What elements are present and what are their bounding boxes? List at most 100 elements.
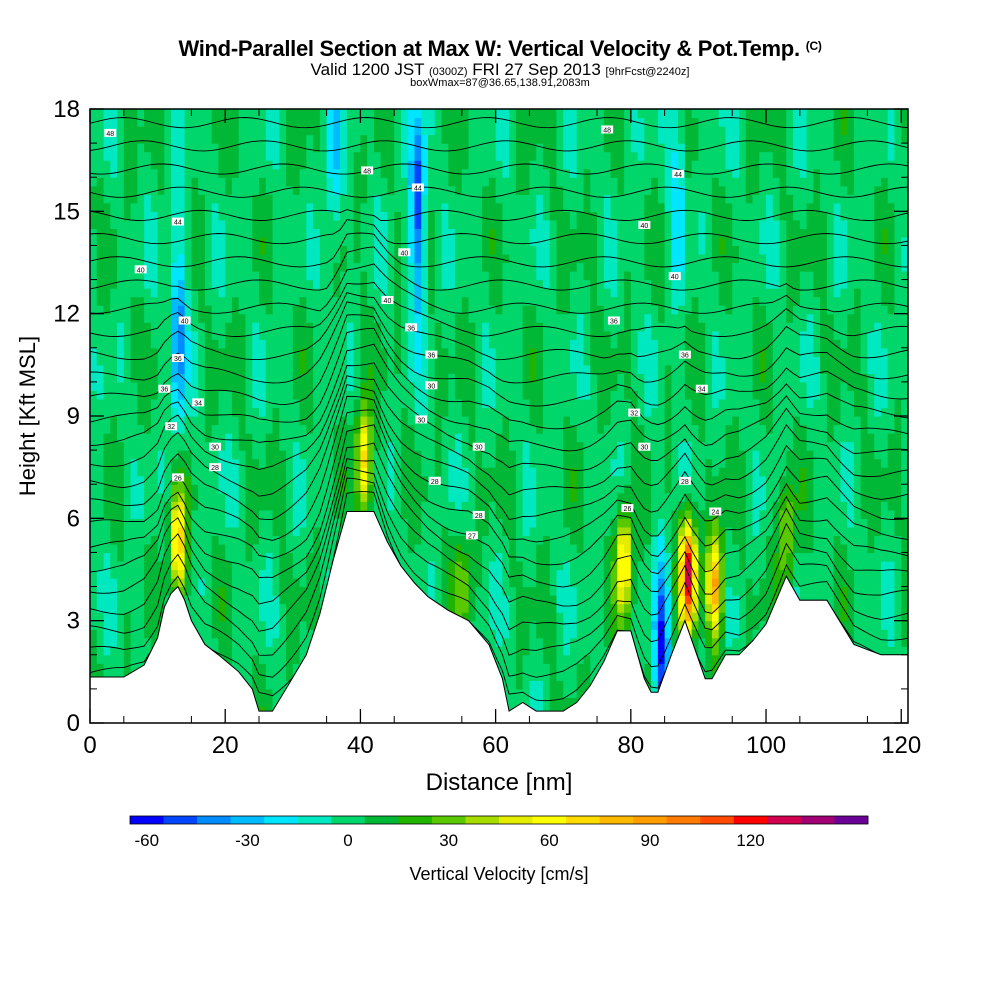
velocity-cell <box>428 279 436 289</box>
velocity-cell <box>211 535 220 545</box>
velocity-cell <box>286 603 294 613</box>
velocity-cell <box>117 509 125 519</box>
velocity-cell <box>428 518 436 528</box>
velocity-cell <box>394 364 402 374</box>
velocity-cell <box>529 416 537 426</box>
velocity-cell <box>461 296 470 306</box>
velocity-cell <box>252 151 260 161</box>
velocity-cell <box>502 288 510 298</box>
velocity-cell <box>373 134 382 144</box>
velocity-cell <box>509 288 517 298</box>
velocity-cell <box>204 236 213 247</box>
velocity-cell <box>123 211 132 221</box>
velocity-cell <box>204 424 213 434</box>
velocity-cell <box>306 245 314 255</box>
velocity-cell <box>177 390 186 400</box>
velocity-cell <box>509 185 517 195</box>
velocity-cell <box>515 612 524 622</box>
velocity-cell <box>265 271 274 281</box>
velocity-cell <box>482 569 490 579</box>
velocity-cell <box>96 526 105 536</box>
velocity-cell <box>488 177 497 187</box>
velocity-cell <box>313 160 321 170</box>
velocity-cell <box>495 612 503 622</box>
velocity-cell <box>461 228 470 238</box>
velocity-cell <box>461 109 470 119</box>
velocity-cell <box>245 279 253 289</box>
velocity-cell <box>231 134 240 144</box>
velocity-cell <box>373 458 382 468</box>
velocity-cell <box>495 603 503 613</box>
velocity-cell <box>259 697 267 707</box>
velocity-cell <box>123 578 132 588</box>
velocity-cell <box>488 126 497 136</box>
velocity-cell <box>191 339 199 349</box>
velocity-cell <box>414 398 422 409</box>
velocity-cell <box>123 245 132 255</box>
velocity-cell <box>522 416 531 426</box>
velocity-cell <box>421 467 429 477</box>
velocity-cell <box>231 296 240 306</box>
velocity-cell <box>286 143 294 153</box>
velocity-cell <box>184 526 192 536</box>
velocity-cell <box>313 467 321 477</box>
velocity-cell <box>360 134 368 144</box>
velocity-cell <box>306 416 314 426</box>
velocity-cell <box>556 629 564 639</box>
velocity-cell <box>279 467 287 477</box>
velocity-cell <box>448 339 456 349</box>
velocity-cell <box>536 501 544 511</box>
velocity-cell <box>259 543 267 554</box>
velocity-cell <box>231 467 240 477</box>
velocity-cell <box>137 381 145 392</box>
velocity-cell <box>90 535 98 545</box>
velocity-cell <box>204 262 213 272</box>
velocity-cell <box>468 177 476 187</box>
velocity-cell <box>211 450 220 460</box>
velocity-cell <box>441 433 449 443</box>
velocity-cell <box>259 441 267 451</box>
velocity-cell <box>211 569 220 579</box>
velocity-cell <box>272 177 280 187</box>
velocity-cell <box>313 339 321 349</box>
velocity-cell <box>204 305 213 315</box>
velocity-cell <box>144 347 152 357</box>
velocity-cell <box>117 296 125 306</box>
velocity-cell <box>502 646 510 656</box>
velocity-cell <box>272 663 280 673</box>
velocity-cell <box>117 569 125 579</box>
velocity-cell <box>475 484 483 494</box>
velocity-cell <box>204 364 213 374</box>
velocity-cell <box>387 228 395 238</box>
velocity-cell <box>231 654 240 664</box>
velocity-cell <box>130 322 138 332</box>
velocity-cell <box>461 117 470 127</box>
velocity-cell <box>346 143 355 153</box>
velocity-cell <box>103 347 111 357</box>
velocity-cell <box>461 612 470 622</box>
velocity-cell <box>252 288 260 298</box>
velocity-cell <box>171 535 179 545</box>
velocity-cell <box>198 202 206 212</box>
velocity-cell <box>529 526 537 536</box>
velocity-cell <box>373 253 382 264</box>
velocity-cell <box>272 688 280 699</box>
velocity-cell <box>103 416 111 426</box>
velocity-cell <box>313 126 321 136</box>
velocity-cell <box>211 168 220 178</box>
velocity-cell <box>157 211 165 221</box>
velocity-cell <box>380 109 389 119</box>
velocity-cell <box>103 535 111 545</box>
velocity-cell <box>238 253 247 264</box>
velocity-cell <box>238 356 247 366</box>
velocity-cell <box>265 211 274 221</box>
velocity-cell <box>103 160 111 170</box>
velocity-cell <box>130 450 138 460</box>
velocity-cell <box>279 518 287 528</box>
velocity-cell <box>407 288 416 298</box>
velocity-cell <box>286 484 294 494</box>
velocity-cell <box>238 160 247 170</box>
copyright-mark: (C) <box>805 39 822 53</box>
velocity-cell <box>211 339 220 349</box>
velocity-cell <box>536 458 544 468</box>
